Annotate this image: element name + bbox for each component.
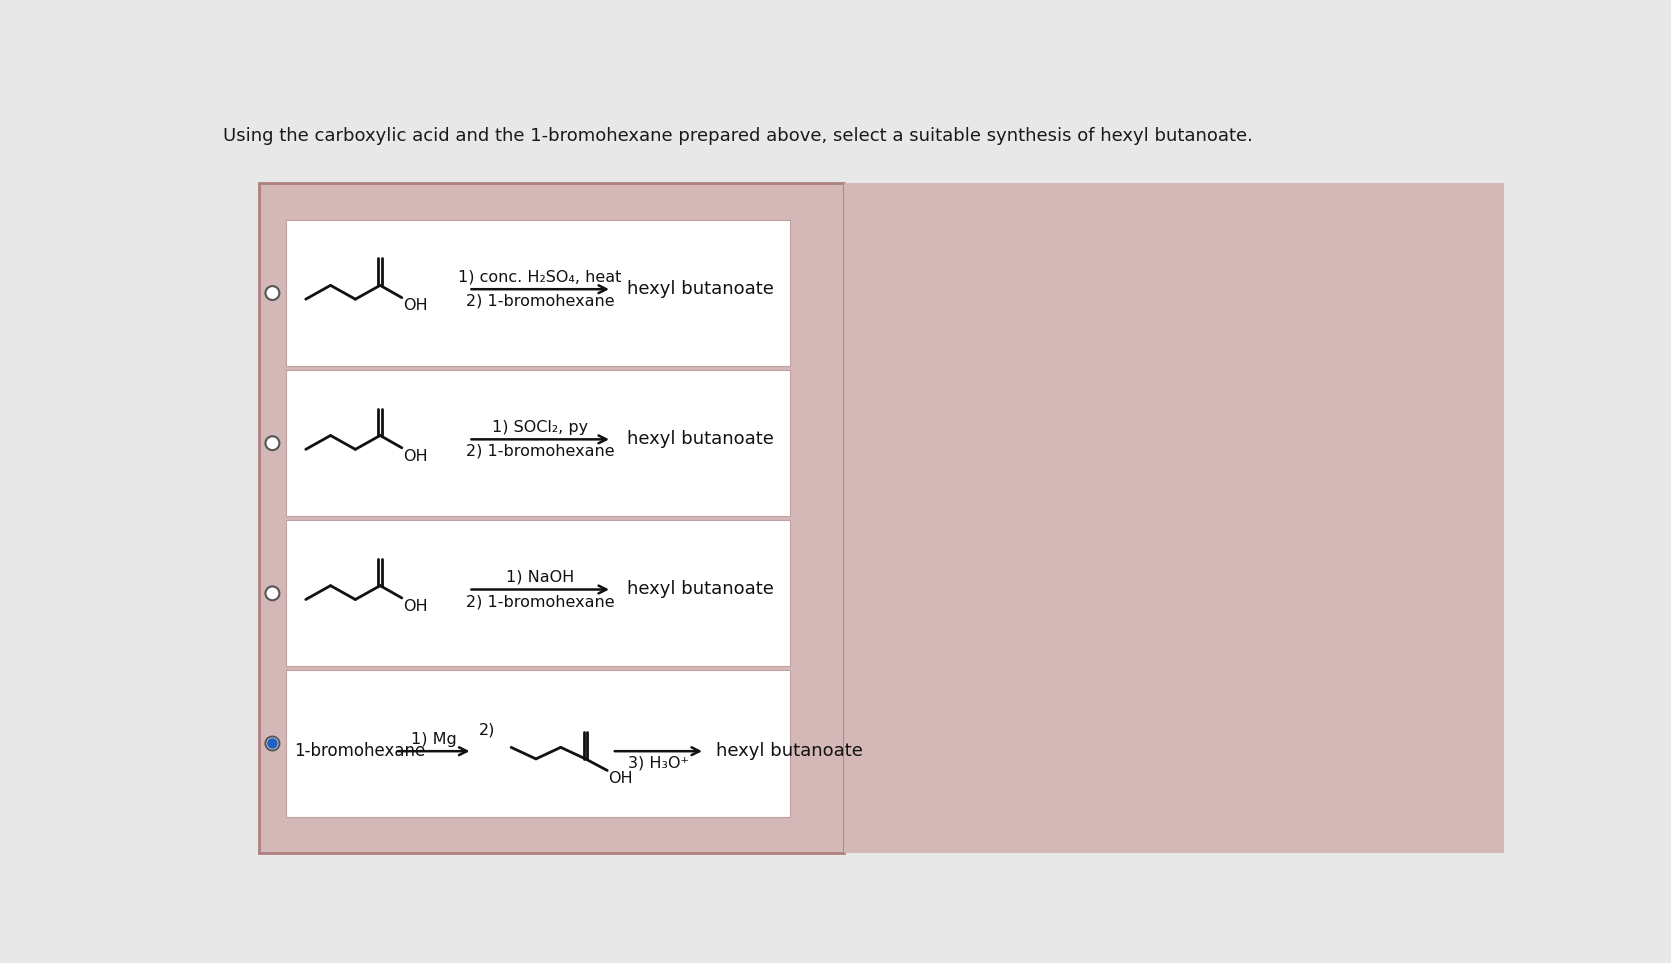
Text: hexyl butanoate: hexyl butanoate bbox=[627, 280, 774, 299]
Text: hexyl butanoate: hexyl butanoate bbox=[717, 742, 864, 760]
Text: 1) NaOH: 1) NaOH bbox=[506, 570, 575, 585]
Circle shape bbox=[266, 286, 279, 300]
Circle shape bbox=[266, 586, 279, 600]
Bar bbox=[286, 670, 790, 817]
Bar bbox=[286, 520, 790, 666]
Text: 1-bromohexane: 1-bromohexane bbox=[294, 742, 426, 760]
Text: hexyl butanoate: hexyl butanoate bbox=[627, 581, 774, 598]
Bar bbox=[259, 183, 844, 853]
Text: 1) conc. H₂SO₄, heat: 1) conc. H₂SO₄, heat bbox=[458, 270, 622, 285]
Text: Using the carboxylic acid and the 1-bromohexane prepared above, select a suitabl: Using the carboxylic acid and the 1-brom… bbox=[222, 127, 1253, 145]
Text: 2) 1-bromohexane: 2) 1-bromohexane bbox=[466, 444, 615, 459]
Text: 2): 2) bbox=[478, 722, 495, 737]
Circle shape bbox=[266, 737, 279, 750]
Text: 1) SOCl₂, py: 1) SOCl₂, py bbox=[493, 420, 588, 434]
Circle shape bbox=[266, 436, 279, 450]
Text: 2) 1-bromohexane: 2) 1-bromohexane bbox=[466, 294, 615, 309]
Text: OH: OH bbox=[403, 299, 428, 313]
Bar bbox=[844, 183, 1504, 853]
Text: 2) 1-bromohexane: 2) 1-bromohexane bbox=[466, 594, 615, 610]
Bar bbox=[286, 220, 790, 366]
Text: 3) H₃O⁺: 3) H₃O⁺ bbox=[628, 756, 688, 770]
Text: hexyl butanoate: hexyl butanoate bbox=[627, 430, 774, 449]
Bar bbox=[286, 370, 790, 516]
Text: 1) Mg: 1) Mg bbox=[411, 732, 456, 746]
Text: OH: OH bbox=[608, 771, 633, 786]
Circle shape bbox=[267, 739, 277, 748]
Text: OH: OH bbox=[403, 599, 428, 613]
Text: OH: OH bbox=[403, 449, 428, 463]
